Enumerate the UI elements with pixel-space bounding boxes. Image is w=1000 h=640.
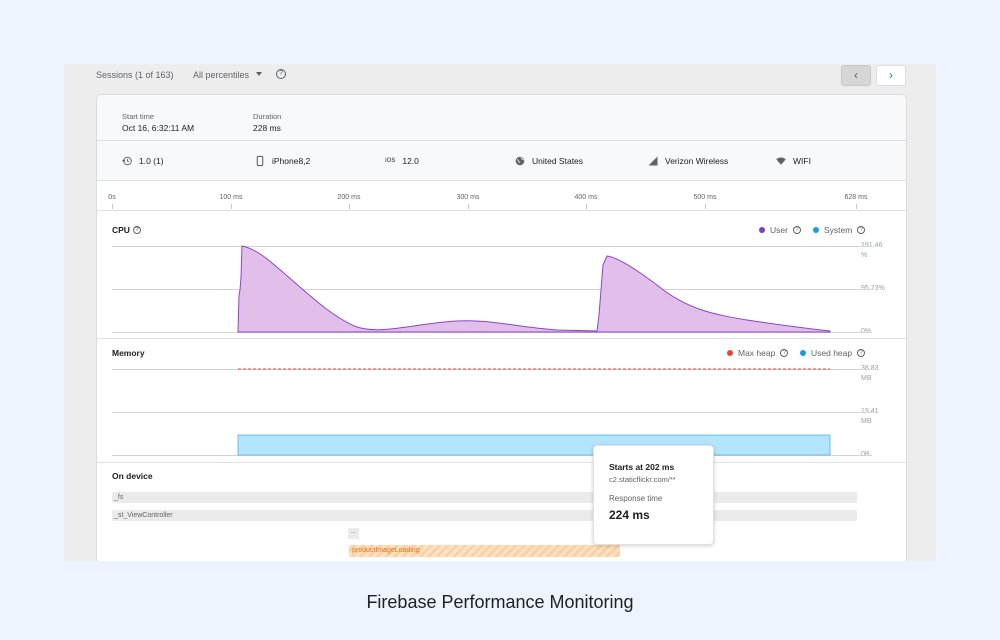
start-time-value: Oct 16, 6:32:11 AM [122,123,195,133]
memory-title: Memory [112,348,145,358]
device-info-bar: 1.0 (1) iPhone8,2 iOS 12.0 United States [97,141,906,181]
os-version: iOS 12.0 [385,156,419,166]
on-device-title: On device [112,471,153,481]
app-version-text: 1.0 (1) [139,156,164,166]
cpu-title: CPU [112,225,130,235]
legend-used-label: Used heap [811,348,853,358]
trace-fs[interactable]: _fs [112,492,857,503]
help-icon[interactable]: ? [780,349,789,357]
timeline-tick: 0s [108,194,116,201]
cpu-legend-system[interactable]: System ? [813,225,866,235]
tooltip-start: Starts at 202 ms [609,462,675,472]
cpu-gridline [112,289,872,290]
help-icon[interactable]: ? [276,69,286,79]
globe-icon [515,156,525,166]
timeline-tick: 300 ms [456,194,480,201]
used-heap-area [237,434,831,456]
os-version-text: 12.0 [402,156,419,166]
legend-system-label: System [824,225,853,235]
device-model-text: iPhone8,2 [272,156,311,166]
timeline-axis: 0s 100 ms 200 ms 300 ms 400 ms 500 ms 62… [97,181,906,211]
history-icon [122,156,132,166]
chevron-left-icon: ‹ [854,68,858,82]
cpu-help-icon[interactable]: ? [133,226,141,234]
cpu-legend-user[interactable]: User ? [759,225,801,235]
firebase-performance-screen: Sessions (1 of 163) All percentiles ? ‹ … [64,64,936,561]
timeline-tick: 628 ms [844,194,868,201]
timeline-tick: 100 ms [219,194,243,201]
session-card: Start time Oct 16, 6:32:11 AM Duration 2… [96,94,907,561]
memory-legend-max[interactable]: Max heap ? [727,348,789,358]
cpu-axis-mid: 95.73% [861,285,885,292]
carrier-text: Verizon Wireless [665,156,729,166]
chevron-right-icon: › [889,68,893,82]
wifi-icon [776,157,786,165]
network-text: WIFI [793,156,811,166]
used-heap-dot-icon [800,350,806,356]
sessions-count: Sessions (1 of 163) [96,70,174,80]
timeline-tick-mark [586,204,587,209]
cpu-usage-chart [237,245,831,333]
timeline-tick-mark [856,204,857,209]
memory-axis-top-unit: MB [861,375,872,382]
timeline-tick-mark [349,204,350,209]
country-text: United States [532,156,584,166]
help-icon[interactable]: ? [857,349,866,357]
country: United States [515,156,583,166]
memory-gridline [112,412,872,413]
session-toolbar: Sessions (1 of 163) All percentiles ? ‹ … [64,64,936,86]
cpu-gridline [112,246,872,247]
next-session-button[interactable]: › [876,65,906,86]
phone-icon [256,155,264,167]
legend-user-label: User [770,225,788,235]
timeline-tick-mark [231,204,232,209]
caption: Firebase Performance Monitoring [366,592,634,612]
percentiles-dropdown[interactable]: All percentiles [193,70,250,80]
legend-max-label: Max heap [738,348,776,358]
timeline-tick-mark [468,204,469,209]
carrier: Verizon Wireless [648,156,728,166]
timeline-tick: 500 ms [693,194,717,201]
user-dot-icon [759,227,765,233]
timeline-tick-mark [705,204,706,209]
memory-gridline [112,369,872,370]
memory-axis-mid-unit: MB [861,418,872,425]
system-dot-icon [813,227,819,233]
app-version: 1.0 (1) [122,156,164,166]
start-time-label: Start time [122,112,155,121]
memory-axis-mid: 19.41 [861,407,879,417]
cpu-axis-top: 191.46 [861,241,882,251]
trace-viewcontroller[interactable]: _st_ViewController [112,510,857,521]
product-image-loading-bar[interactable]: productImageLoading [349,545,620,557]
collapsed-trace-button[interactable]: ... [348,528,359,539]
timeline-tick: 400 ms [574,194,598,201]
timeline-tick-mark [112,204,113,209]
signal-icon [648,156,658,166]
cpu-user-area [237,245,831,333]
network: WIFI [776,156,811,166]
duration-value: 228 ms [253,123,281,133]
section-divider [97,338,906,339]
caret-down-icon[interactable] [256,72,262,76]
session-meta: Start time Oct 16, 6:32:11 AM Duration 2… [97,95,906,141]
help-icon[interactable]: ? [857,226,866,234]
timeline-tick: 200 ms [337,194,361,201]
tooltip-url: c2.staticflickr.com/** [609,475,676,484]
network-request-tooltip: Starts at 202 ms c2.staticflickr.com/** … [593,445,714,545]
duration-label: Duration [253,112,282,121]
memory-axis-top: 38.83 [861,364,879,374]
memory-gridline [112,455,872,456]
max-heap-dot-icon [727,350,733,356]
previous-session-button[interactable]: ‹ [841,65,871,86]
device-model: iPhone8,2 [255,155,311,167]
cpu-axis-bottom: 0% [861,327,871,337]
cpu-axis-top-unit: % [861,252,868,259]
memory-legend-used[interactable]: Used heap ? [800,348,866,358]
help-icon[interactable]: ? [792,226,801,234]
tooltip-response-value: 224 ms [609,508,650,522]
section-divider [97,462,906,463]
memory-axis-bottom: 0B [861,450,870,460]
tooltip-response-label: Response time [609,494,663,503]
ios-icon: iOS [385,158,396,164]
